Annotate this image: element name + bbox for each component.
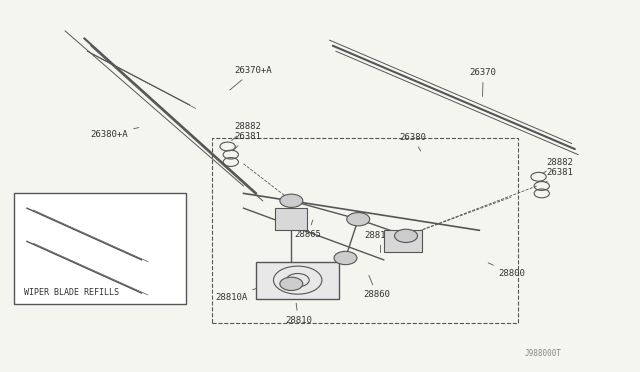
Text: 28882: 28882 (543, 158, 573, 173)
Text: 26370: 26370 (470, 68, 497, 96)
Bar (14, 193, 186, 304)
Circle shape (334, 251, 357, 264)
Text: 26373P
ASSIST: 26373P ASSIST (119, 224, 188, 244)
Text: 26370+A: 26370+A (230, 66, 271, 90)
Polygon shape (384, 230, 422, 253)
Text: 26373M
DRIVER: 26373M DRIVER (119, 259, 188, 279)
Circle shape (347, 212, 370, 226)
Text: 26380+A: 26380+A (91, 128, 139, 139)
Text: 28810A: 28810A (365, 231, 397, 253)
Bar (256, 262, 339, 299)
Polygon shape (275, 208, 307, 230)
Circle shape (394, 229, 417, 243)
Circle shape (280, 277, 303, 291)
Text: 28882: 28882 (232, 122, 261, 141)
Text: 28860: 28860 (364, 275, 390, 299)
Text: 26381: 26381 (233, 132, 261, 151)
Text: J988000T: J988000T (525, 349, 562, 358)
Circle shape (280, 194, 303, 208)
Text: 28810: 28810 (285, 303, 312, 325)
Text: 26380: 26380 (399, 133, 426, 151)
Text: 28810A: 28810A (215, 285, 266, 302)
Text: 28865: 28865 (294, 220, 321, 239)
Text: WIPER BLADE REFILLS: WIPER BLADE REFILLS (24, 288, 118, 297)
Text: 26381: 26381 (545, 168, 573, 183)
Text: 28800: 28800 (488, 263, 525, 278)
Bar (212, 138, 518, 323)
